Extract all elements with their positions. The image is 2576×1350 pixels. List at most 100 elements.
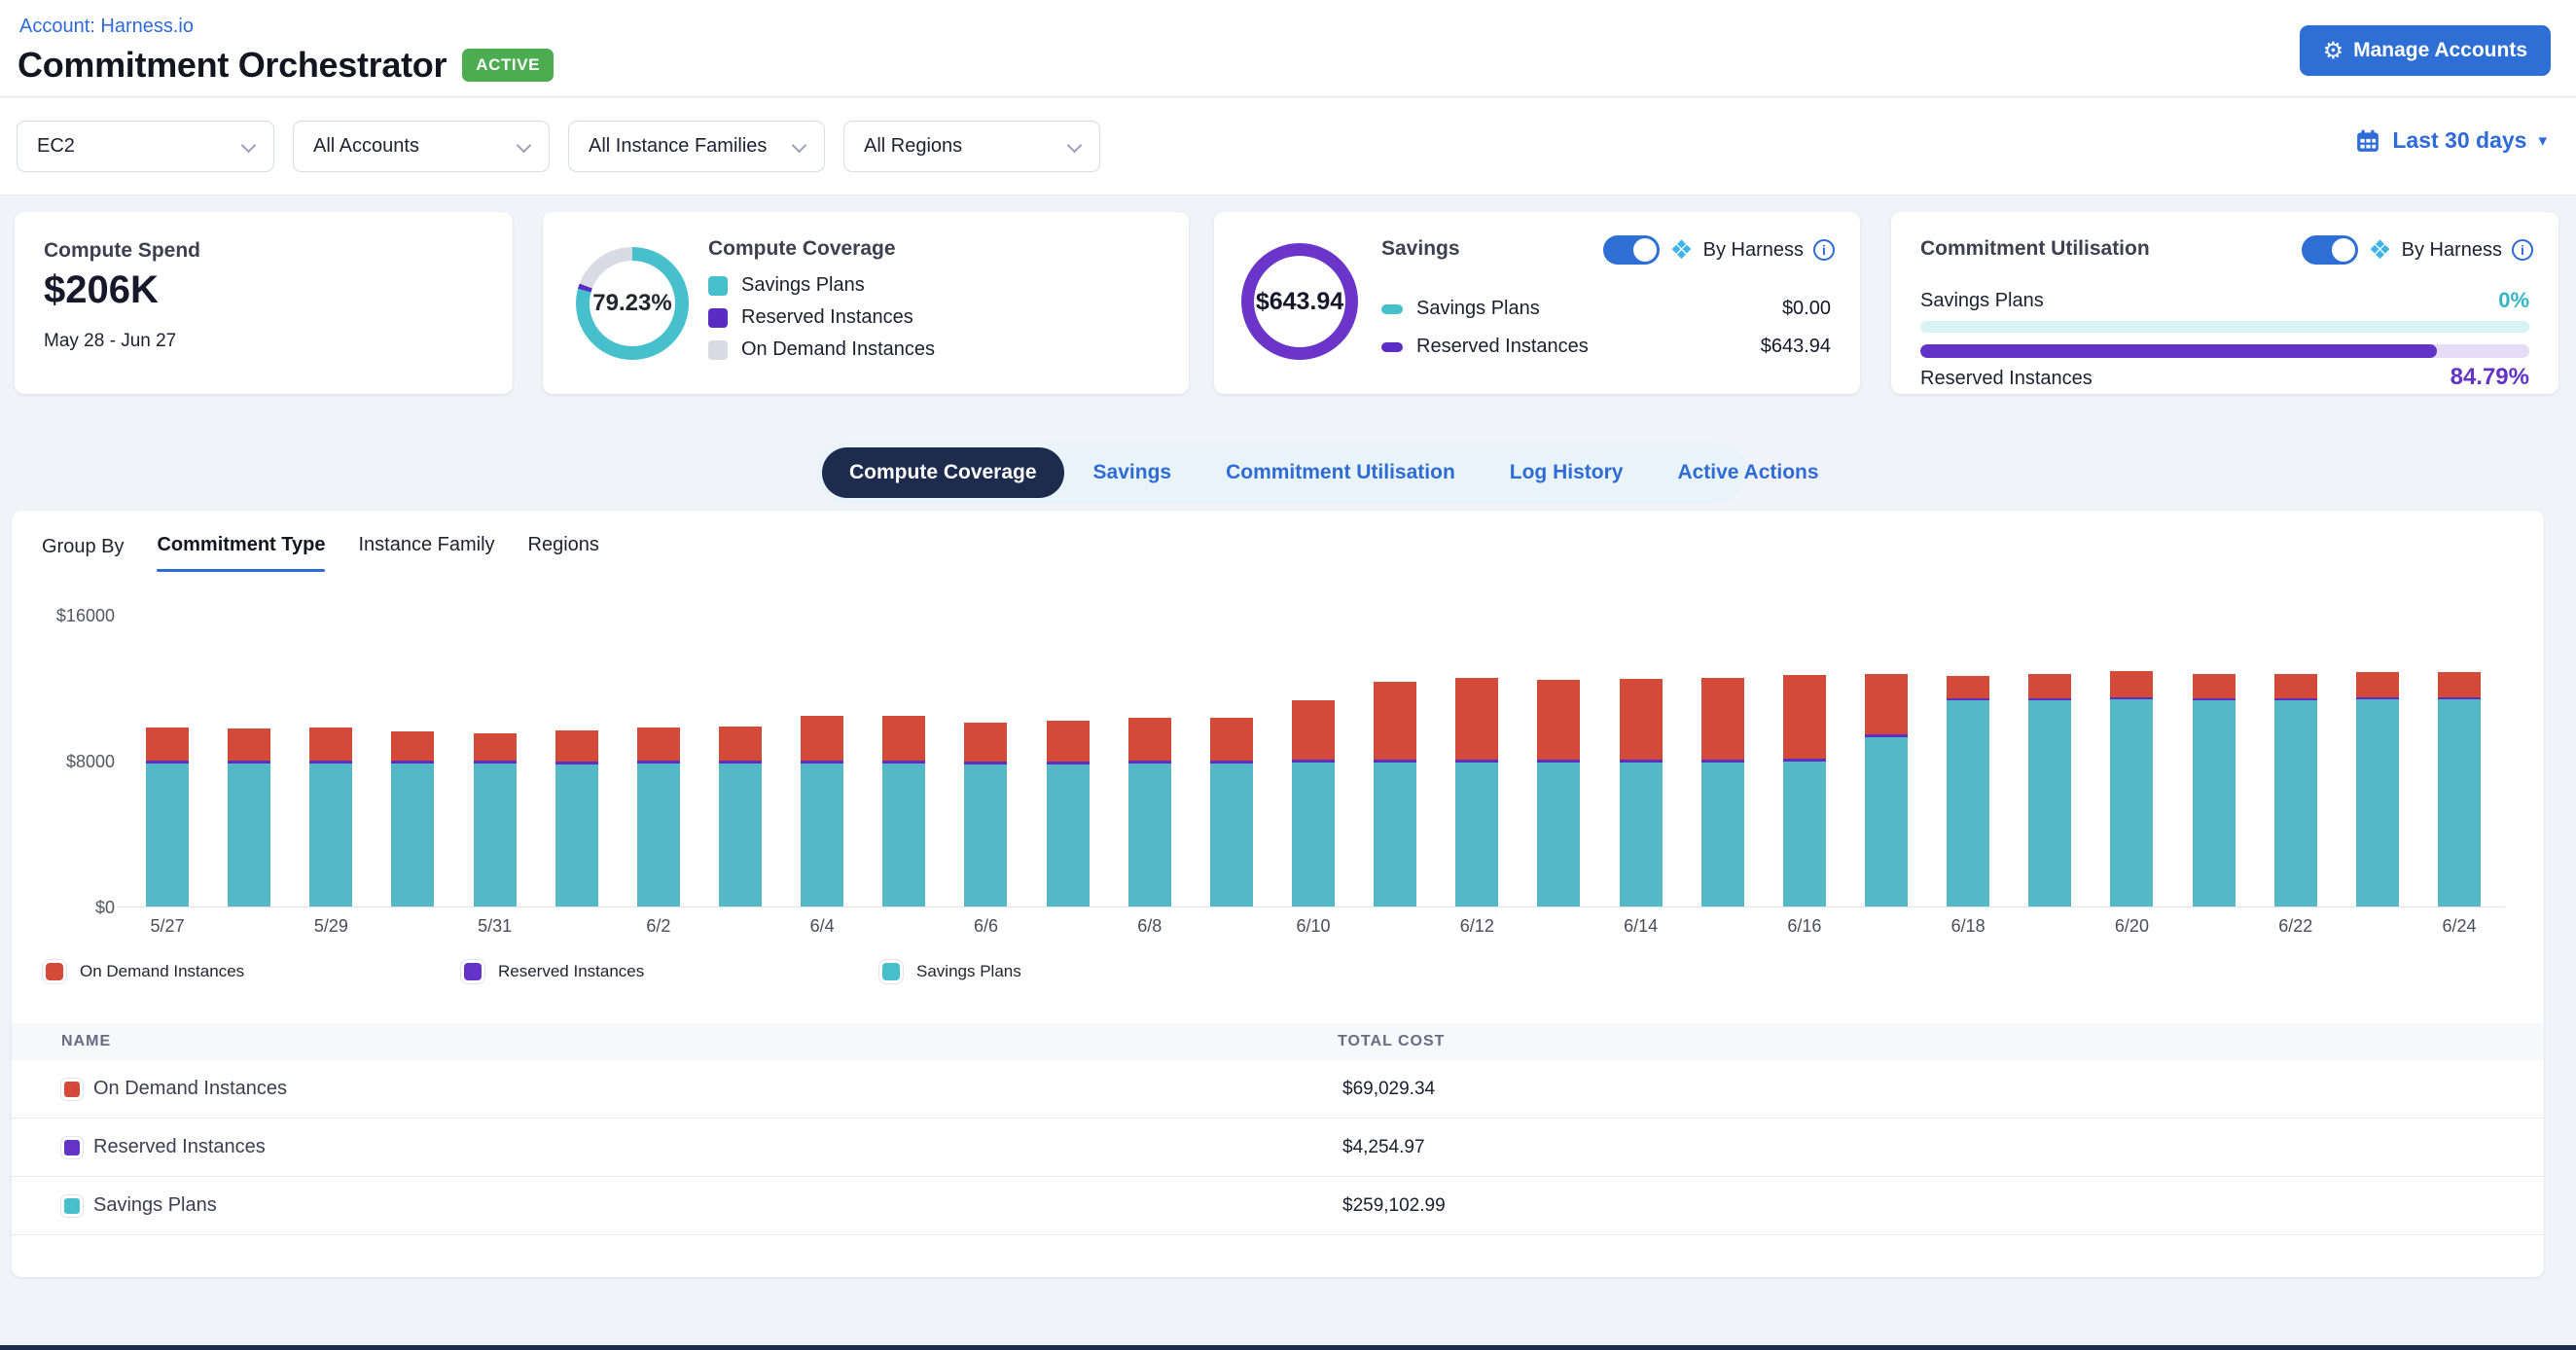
stacked-bar-6/15[interactable]: [1700, 678, 1744, 906]
stacked-bar-6/12[interactable]: [1455, 678, 1499, 906]
stacked-bar-5/30[interactable]: [391, 731, 435, 906]
tab-compute-coverage[interactable]: Compute Coverage: [822, 447, 1064, 498]
by-harness-toggle[interactable]: [1603, 235, 1661, 265]
bar-segment: [2028, 673, 2072, 698]
bar-segment: [309, 727, 353, 762]
bar-segment: [1619, 760, 1663, 763]
accounts-select[interactable]: All Accounts: [293, 121, 550, 172]
savings-rows: Savings Plans $0.00 Reserved Instances $…: [1381, 298, 1831, 358]
bar-segment: [719, 763, 763, 906]
stacked-bar-6/6[interactable]: [964, 722, 1008, 906]
stacked-bar-6/21[interactable]: [2192, 673, 2236, 906]
bar-slot-6/21: [2173, 615, 2255, 906]
info-icon[interactable]: i: [2512, 239, 2533, 261]
bar-segment: [146, 761, 190, 764]
stacked-bar-6/18[interactable]: [1947, 676, 1990, 906]
stacked-bar-6/5[interactable]: [882, 715, 926, 906]
teal-pill-icon: [1381, 303, 1403, 314]
bar-slot-6/11: [1354, 615, 1436, 906]
stacked-bar-6/24[interactable]: [2438, 671, 2481, 906]
chevron-down-icon: [1066, 137, 1083, 154]
bar-segment: [2110, 696, 2154, 700]
teal-swatch-icon: [878, 959, 904, 984]
legend-item-savings-plans: Savings Plans: [708, 274, 935, 297]
bar-slot-6/18: 6/18: [1927, 615, 2009, 936]
bar-segment: [2438, 671, 2481, 697]
coverage-bar-chart: $16000 $8000 $0 5/27 5/29 5/31 6/2 6/4 6/6 6/8…: [12, 603, 2544, 936]
chart-legend-savings-plans[interactable]: Savings Plans: [878, 959, 1298, 984]
tab-commitment-utilisation[interactable]: Commitment Utilisation: [1226, 461, 1455, 483]
table-row-reserved[interactable]: Reserved Instances $4,254.97: [12, 1119, 2544, 1177]
bar-slot-6/22: 6/22: [2255, 615, 2337, 936]
utilisation-ri-fill: [1920, 344, 2437, 358]
regions-select[interactable]: All Regions: [843, 121, 1100, 172]
instance-families-select[interactable]: All Instance Families: [568, 121, 825, 172]
service-select[interactable]: EC2: [17, 121, 274, 172]
info-icon[interactable]: i: [1813, 239, 1835, 261]
stacked-bar-6/9[interactable]: [1209, 717, 1253, 906]
bar-segment: [473, 761, 517, 764]
stacked-bar-5/31[interactable]: [473, 733, 517, 906]
tab-log-history[interactable]: Log History: [1509, 461, 1624, 483]
stacked-bar-5/29[interactable]: [309, 727, 353, 906]
stacked-bar-6/4[interactable]: [801, 715, 844, 906]
stacked-bar-6/16[interactable]: [1782, 675, 1826, 906]
stacked-bar-6/1[interactable]: [555, 729, 598, 906]
tab-active-actions[interactable]: Active Actions: [1677, 461, 1819, 483]
manage-accounts-button[interactable]: ⚙ Manage Accounts: [2299, 25, 2551, 76]
stacked-bar-6/13[interactable]: [1537, 680, 1581, 906]
chart-legend-reserved[interactable]: Reserved Instances: [460, 959, 879, 984]
bar-slot-6/6: 6/6: [945, 615, 1026, 936]
date-range-picker[interactable]: Last 30 days ▾: [2355, 127, 2547, 154]
stacked-bar-6/10[interactable]: [1292, 700, 1336, 906]
savings-ring-chart: $643.94: [1241, 243, 1358, 360]
bar-slot-6/19: [2009, 615, 2091, 906]
stacked-bar-6/8[interactable]: [1127, 717, 1171, 906]
stacked-bar-6/19[interactable]: [2028, 673, 2072, 906]
stacked-bar-5/27[interactable]: [146, 727, 190, 906]
stacked-bar-6/2[interactable]: [636, 727, 680, 906]
stacked-bar-6/22[interactable]: [2273, 673, 2317, 906]
stacked-bar-6/7[interactable]: [1046, 720, 1090, 906]
bar-segment: [1619, 679, 1663, 761]
legend-item-on-demand: On Demand Instances: [708, 338, 935, 361]
stacked-bar-5/28[interactable]: [228, 728, 271, 906]
table-row-on-demand[interactable]: On Demand Instances $69,029.34: [12, 1060, 2544, 1119]
bar-segment: [2273, 673, 2317, 698]
bar-slot-6/16: 6/16: [1764, 615, 1845, 936]
stacked-bar-6/20[interactable]: [2110, 671, 2154, 906]
group-by-label: Group By: [42, 536, 125, 557]
x-axis-tick: 6/18: [1950, 916, 1986, 936]
group-by-regions[interactable]: Regions: [527, 534, 599, 555]
table-row-savings-plans[interactable]: Savings Plans $259,102.99: [12, 1177, 2544, 1235]
x-axis-tick: 5/29: [313, 916, 348, 936]
bar-segment: [1947, 676, 1990, 698]
group-by-commitment-type[interactable]: Commitment Type: [157, 534, 325, 572]
bar-slot-6/12: 6/12: [1436, 615, 1518, 936]
stacked-bar-6/3[interactable]: [719, 726, 763, 906]
compute-spend-period: May 28 - Jun 27: [44, 331, 177, 351]
chart-legend-on-demand[interactable]: On Demand Instances: [42, 959, 461, 984]
y-axis-tick: $0: [94, 898, 115, 917]
harness-logo-icon: ❖: [2368, 234, 2392, 266]
breadcrumb[interactable]: Account: Harness.io: [19, 16, 194, 37]
chart-legend: On Demand Instances Reserved Instances S…: [42, 959, 1298, 984]
bar-segment: [2110, 699, 2154, 906]
stacked-bar-6/23[interactable]: [2355, 671, 2399, 906]
bar-segment: [1455, 762, 1499, 906]
stacked-bar-6/17[interactable]: [1865, 674, 1909, 906]
row-name: Reserved Instances: [93, 1136, 266, 1157]
stacked-bar-6/14[interactable]: [1619, 679, 1663, 906]
bar-slot-6/10: 6/10: [1272, 615, 1354, 936]
bar-slot-6/1: [536, 615, 618, 906]
row-total-cost: $259,102.99: [1342, 1194, 1446, 1216]
chevron-down-icon: [791, 137, 807, 154]
stacked-bar-6/11[interactable]: [1374, 682, 1417, 906]
by-harness-toggle[interactable]: [2302, 235, 2359, 265]
group-by-instance-family[interactable]: Instance Family: [358, 534, 495, 555]
savings-row-savings-plans: Savings Plans $0.00: [1381, 298, 1831, 320]
page-title: Commitment Orchestrator: [18, 45, 447, 85]
bar-slot-6/15: [1682, 615, 1764, 906]
tab-savings[interactable]: Savings: [1092, 461, 1172, 483]
